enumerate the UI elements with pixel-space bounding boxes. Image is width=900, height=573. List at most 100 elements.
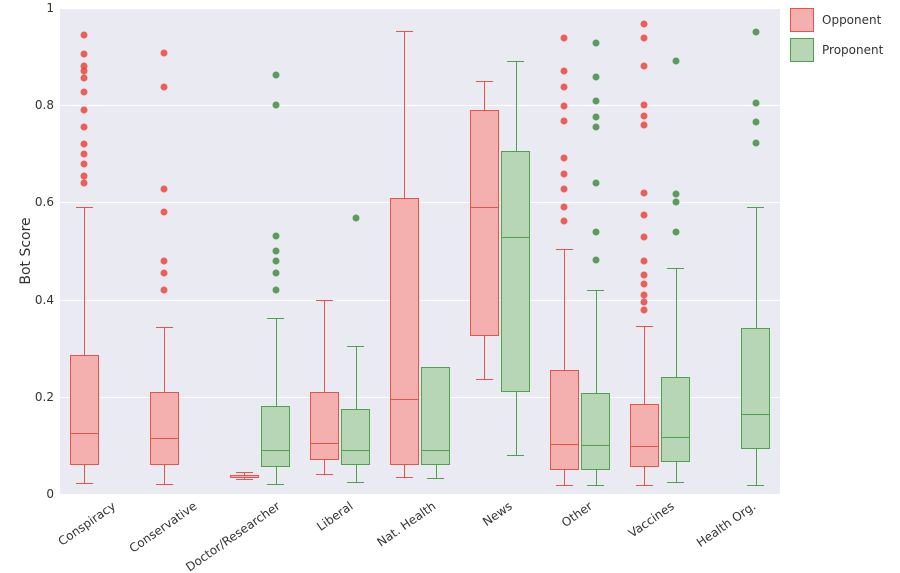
chart-root: 00.20.40.60.81ConspiracyConservativeDoct… [0,0,900,573]
box-proponent-median [261,450,291,451]
box-proponent-outlier [272,269,279,276]
box-proponent-median [661,437,691,438]
box-opponent-outlier [561,204,568,211]
box-opponent-cap [76,207,92,208]
box-proponent-outlier [752,29,759,36]
box-opponent-outlier [161,286,168,293]
box-opponent-cap [316,300,332,301]
box-proponent-outlier [752,119,759,126]
xtick-label: Conspiracy [52,494,118,549]
y-axis-label: Bot Score [18,217,34,284]
box-opponent-outlier [561,103,568,110]
box-opponent-outlier [561,217,568,224]
box-proponent-cap [747,207,763,208]
legend: OpponentProponent [790,8,883,68]
box-opponent-outlier [81,172,88,179]
box-opponent-outlier [641,35,648,42]
box-opponent-median [310,443,340,444]
gridline [60,105,780,106]
box-opponent-outlier [161,257,168,264]
box-proponent-cap [347,482,363,483]
box-opponent-median [630,446,660,447]
gridline [60,300,780,301]
box-opponent-outlier [641,291,648,298]
box-opponent-median [470,207,500,208]
box-proponent-outlier [272,233,279,240]
box-opponent-median [390,399,420,400]
xtick-label: Nat. Health [371,494,438,549]
box-opponent-outlier [641,272,648,279]
box-opponent-median [70,433,100,434]
box-opponent-box [70,355,100,464]
box-opponent-outlier [641,102,648,109]
box-opponent-outlier [561,68,568,75]
box-opponent-cap [636,485,652,486]
box-opponent-outlier [81,68,88,75]
xtick-label: News [477,494,515,529]
box-opponent-outlier [81,88,88,95]
box-proponent-cap [347,346,363,347]
box-opponent-outlier [81,179,88,186]
box-opponent-outlier [641,63,648,70]
box-opponent-cap [236,472,252,473]
xtick-label: Conservative [123,494,199,556]
box-opponent-cap [476,379,492,380]
box-proponent-outlier [272,72,279,79]
box-proponent-outlier [672,190,679,197]
legend-swatch [790,8,814,32]
box-proponent-outlier [672,199,679,206]
box-opponent-outlier [641,299,648,306]
box-proponent-outlier [272,248,279,255]
box-opponent-box [630,404,660,467]
box-opponent-outlier [81,124,88,131]
box-opponent-box [150,392,180,465]
box-opponent-cap [636,326,652,327]
box-opponent-cap [76,483,92,484]
box-opponent-outlier [561,185,568,192]
box-opponent-cap [156,484,172,485]
gridline [60,494,780,495]
box-proponent-median [501,237,531,238]
plot-area: 00.20.40.60.81ConspiracyConservativeDoct… [60,8,780,494]
box-proponent-cap [427,478,443,479]
box-opponent-outlier [641,121,648,128]
ytick-label: 0.2 [35,390,60,404]
gridline [60,8,780,9]
box-opponent-outlier [641,112,648,119]
box-proponent-box [741,328,771,449]
ytick-label: 0.4 [35,293,60,307]
box-opponent-cap [556,485,572,486]
ytick-label: 1 [46,1,60,15]
box-proponent-cap [267,318,283,319]
box-opponent-outlier [561,154,568,161]
box-opponent-outlier [561,171,568,178]
box-proponent-median [341,450,371,451]
box-proponent-outlier [752,99,759,106]
box-proponent-median [581,445,611,446]
box-proponent-cap [587,290,603,291]
box-opponent-outlier [81,160,88,167]
box-proponent-outlier [592,256,599,263]
box-opponent-outlier [161,185,168,192]
box-proponent-cap [507,455,523,456]
box-opponent-cap [316,474,332,475]
box-opponent-box [550,370,580,470]
box-proponent-box [261,406,291,468]
xtick-label: Liberal [311,494,356,534]
ytick-label: 0.8 [35,98,60,112]
box-proponent-box [661,377,691,462]
box-opponent-outlier [641,189,648,196]
ytick-label: 0 [46,487,60,501]
box-opponent-outlier [81,141,88,148]
box-proponent-cap [267,484,283,485]
box-opponent-outlier [81,107,88,114]
box-opponent-outlier [161,83,168,90]
box-opponent-cap [476,81,492,82]
ytick-label: 0.6 [35,195,60,209]
legend-item: Opponent [790,8,883,32]
box-proponent-cap [747,485,763,486]
box-proponent-cap [587,485,603,486]
box-proponent-cap [667,268,683,269]
box-proponent-outlier [592,114,599,121]
box-proponent-box [341,409,371,465]
